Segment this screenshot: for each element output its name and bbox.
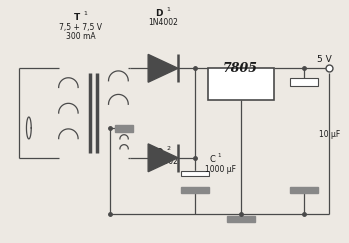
Text: 1000 μF: 1000 μF bbox=[205, 165, 236, 174]
Text: 5 V: 5 V bbox=[317, 55, 332, 64]
Text: 1N4002: 1N4002 bbox=[148, 157, 178, 166]
Text: 1N4002: 1N4002 bbox=[148, 17, 178, 26]
Text: 7,5 + 7,5 V: 7,5 + 7,5 V bbox=[59, 23, 102, 32]
Polygon shape bbox=[148, 54, 178, 82]
Text: D: D bbox=[156, 148, 163, 157]
Text: T: T bbox=[74, 13, 81, 22]
Text: 7805: 7805 bbox=[223, 62, 258, 75]
Text: 1: 1 bbox=[166, 7, 170, 12]
Bar bbox=[181, 171, 209, 176]
Text: D: D bbox=[156, 9, 163, 18]
Bar bbox=[290, 78, 318, 86]
Text: 2: 2 bbox=[166, 146, 170, 151]
Text: 300 mA: 300 mA bbox=[66, 32, 95, 41]
Bar bbox=[181, 171, 209, 176]
Bar bbox=[208, 68, 274, 100]
Text: 10 μF: 10 μF bbox=[319, 130, 340, 139]
Polygon shape bbox=[148, 144, 178, 172]
Bar bbox=[290, 187, 318, 193]
Bar bbox=[115, 125, 133, 132]
Text: 1: 1 bbox=[218, 153, 221, 158]
Bar bbox=[227, 217, 254, 222]
Text: C: C bbox=[210, 155, 216, 164]
Bar bbox=[181, 187, 209, 193]
Text: 1: 1 bbox=[83, 11, 87, 16]
